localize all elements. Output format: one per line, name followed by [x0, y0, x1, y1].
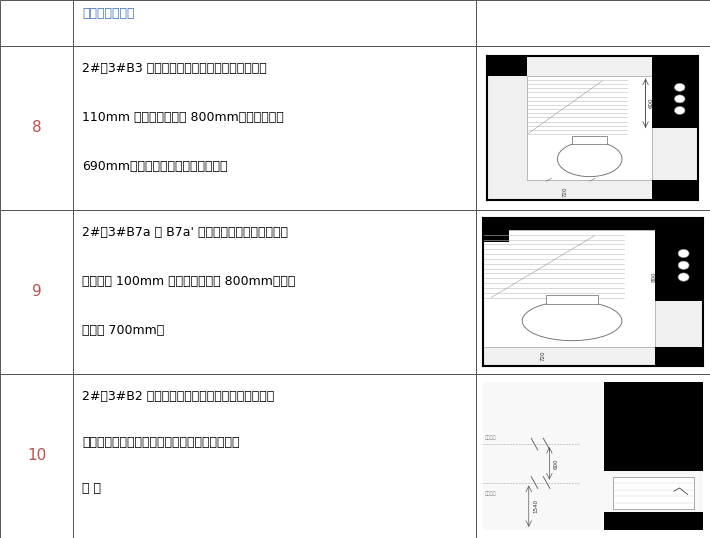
Bar — [476, 46, 710, 210]
Bar — [0, 210, 73, 374]
Bar — [0, 46, 73, 210]
Text: 2#、3#B2 户型厨房下水管图纸上的位置在左侧，: 2#、3#B2 户型厨房下水管图纸上的位置在左侧， — [82, 390, 275, 403]
Text: 690mm），影响淋浴屏后期的施工。: 690mm），影响淋浴屏后期的施工。 — [82, 160, 228, 173]
Bar — [652, 55, 698, 128]
Text: 600: 600 — [554, 458, 559, 469]
Bar — [73, 46, 476, 210]
Bar — [528, 76, 652, 180]
Text: 一致，是否更改: 一致，是否更改 — [82, 7, 135, 20]
Bar — [0, 0, 73, 46]
Bar — [655, 346, 703, 366]
Circle shape — [674, 107, 685, 115]
Text: 600: 600 — [649, 98, 654, 109]
Text: 9: 9 — [32, 285, 41, 299]
Bar — [483, 218, 703, 230]
Text: 尺寸存在 100mm 的偏差（图纸为 800mm，现场: 尺寸存在 100mm 的偏差（图纸为 800mm，现场 — [82, 275, 296, 288]
Bar — [476, 0, 710, 46]
Bar — [483, 230, 655, 346]
Ellipse shape — [523, 301, 622, 341]
Bar — [487, 55, 699, 200]
Circle shape — [674, 83, 685, 91]
Bar — [652, 180, 698, 200]
Bar — [476, 210, 710, 374]
Text: 现场位置: 现场位置 — [485, 491, 496, 497]
Bar — [483, 218, 703, 366]
Bar — [73, 0, 476, 46]
Bar — [572, 136, 608, 144]
Bar — [73, 374, 476, 538]
Text: 10: 10 — [27, 449, 46, 463]
Text: 720: 720 — [540, 351, 545, 362]
Bar — [655, 230, 703, 301]
Text: 图纸位置: 图纸位置 — [485, 435, 496, 440]
Bar — [487, 55, 528, 76]
Text: 800: 800 — [651, 272, 656, 282]
Bar — [546, 295, 598, 304]
Bar — [604, 382, 703, 471]
Bar — [73, 210, 476, 374]
Text: 8: 8 — [32, 121, 41, 135]
Text: 2#、3#B3 户型卫生间包管尺寸与图纸尺寸存在: 2#、3#B3 户型卫生间包管尺寸与图纸尺寸存在 — [82, 62, 267, 75]
Ellipse shape — [557, 141, 622, 176]
Circle shape — [678, 273, 689, 281]
Text: 110mm 的偏差（图纸为 800mm，现场实测为: 110mm 的偏差（图纸为 800mm，现场实测为 — [82, 111, 284, 124]
Bar — [483, 382, 703, 530]
Text: 定 。: 定 。 — [82, 482, 102, 495]
Text: 现场位置在右侧，是否更改图纸上的位置，待确: 现场位置在右侧，是否更改图纸上的位置，待确 — [82, 436, 240, 449]
Bar — [483, 230, 509, 242]
Text: 实测为 700mm）: 实测为 700mm） — [82, 324, 165, 337]
Bar — [604, 512, 703, 530]
Circle shape — [678, 249, 689, 258]
Bar — [613, 477, 694, 509]
Circle shape — [678, 261, 689, 270]
Text: 2#、3#B7a 和 B7a' 户型卫生间包管尺寸与图纸: 2#、3#B7a 和 B7a' 户型卫生间包管尺寸与图纸 — [82, 226, 288, 239]
Text: 1540: 1540 — [533, 499, 538, 513]
Bar — [476, 374, 710, 538]
Circle shape — [674, 95, 685, 103]
Bar — [0, 374, 73, 538]
Text: 720: 720 — [562, 187, 567, 197]
